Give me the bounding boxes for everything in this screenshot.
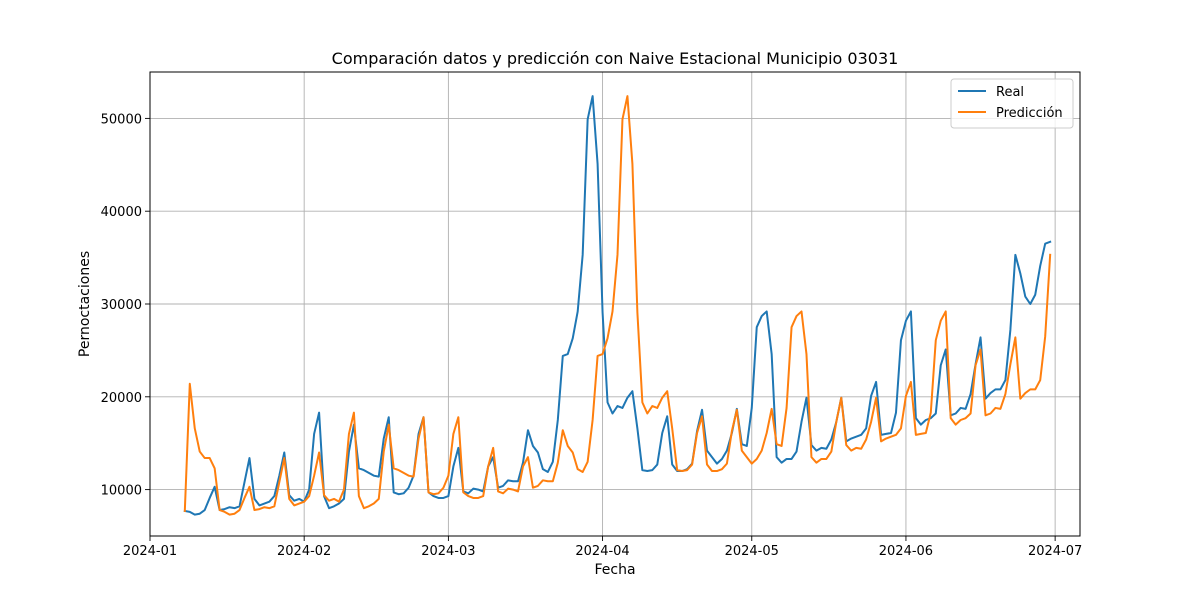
x-tick-label: 2024-07	[1028, 544, 1082, 559]
grid	[149, 72, 1080, 536]
axis-ticks: 2024-01 2024-02 2024-03 2024-04 2024-05 2024-…	[101, 112, 1083, 559]
x-tick-label: 2024-04	[575, 544, 629, 559]
y-tick-label: 30000	[101, 298, 142, 313]
x-tick-label: 2024-02	[277, 544, 331, 559]
x-axis-label: Fecha	[594, 562, 635, 578]
legend: Real Predicción	[950, 78, 1074, 129]
x-tick-label: 2024-01	[123, 544, 177, 559]
legend-label-prediccion: Predicción	[996, 106, 1063, 121]
legend-label-real: Real	[996, 85, 1024, 100]
y-tick-label: 50000	[101, 112, 142, 127]
series-lines	[183, 95, 1052, 516]
x-tick-label: 2024-05	[725, 544, 779, 559]
x-tick-label: 2024-06	[879, 544, 933, 559]
series-line-prediccion	[183, 95, 1052, 516]
y-tick-label: 40000	[101, 205, 142, 220]
series-line-real	[183, 95, 1052, 516]
y-tick-label: 10000	[101, 484, 142, 499]
x-tick-label: 2024-03	[421, 544, 475, 559]
chart-title: Comparación datos y predicción con Naive…	[332, 49, 899, 68]
y-axis-label: Pernoctaciones	[77, 251, 93, 357]
y-tick-label: 20000	[101, 391, 142, 406]
